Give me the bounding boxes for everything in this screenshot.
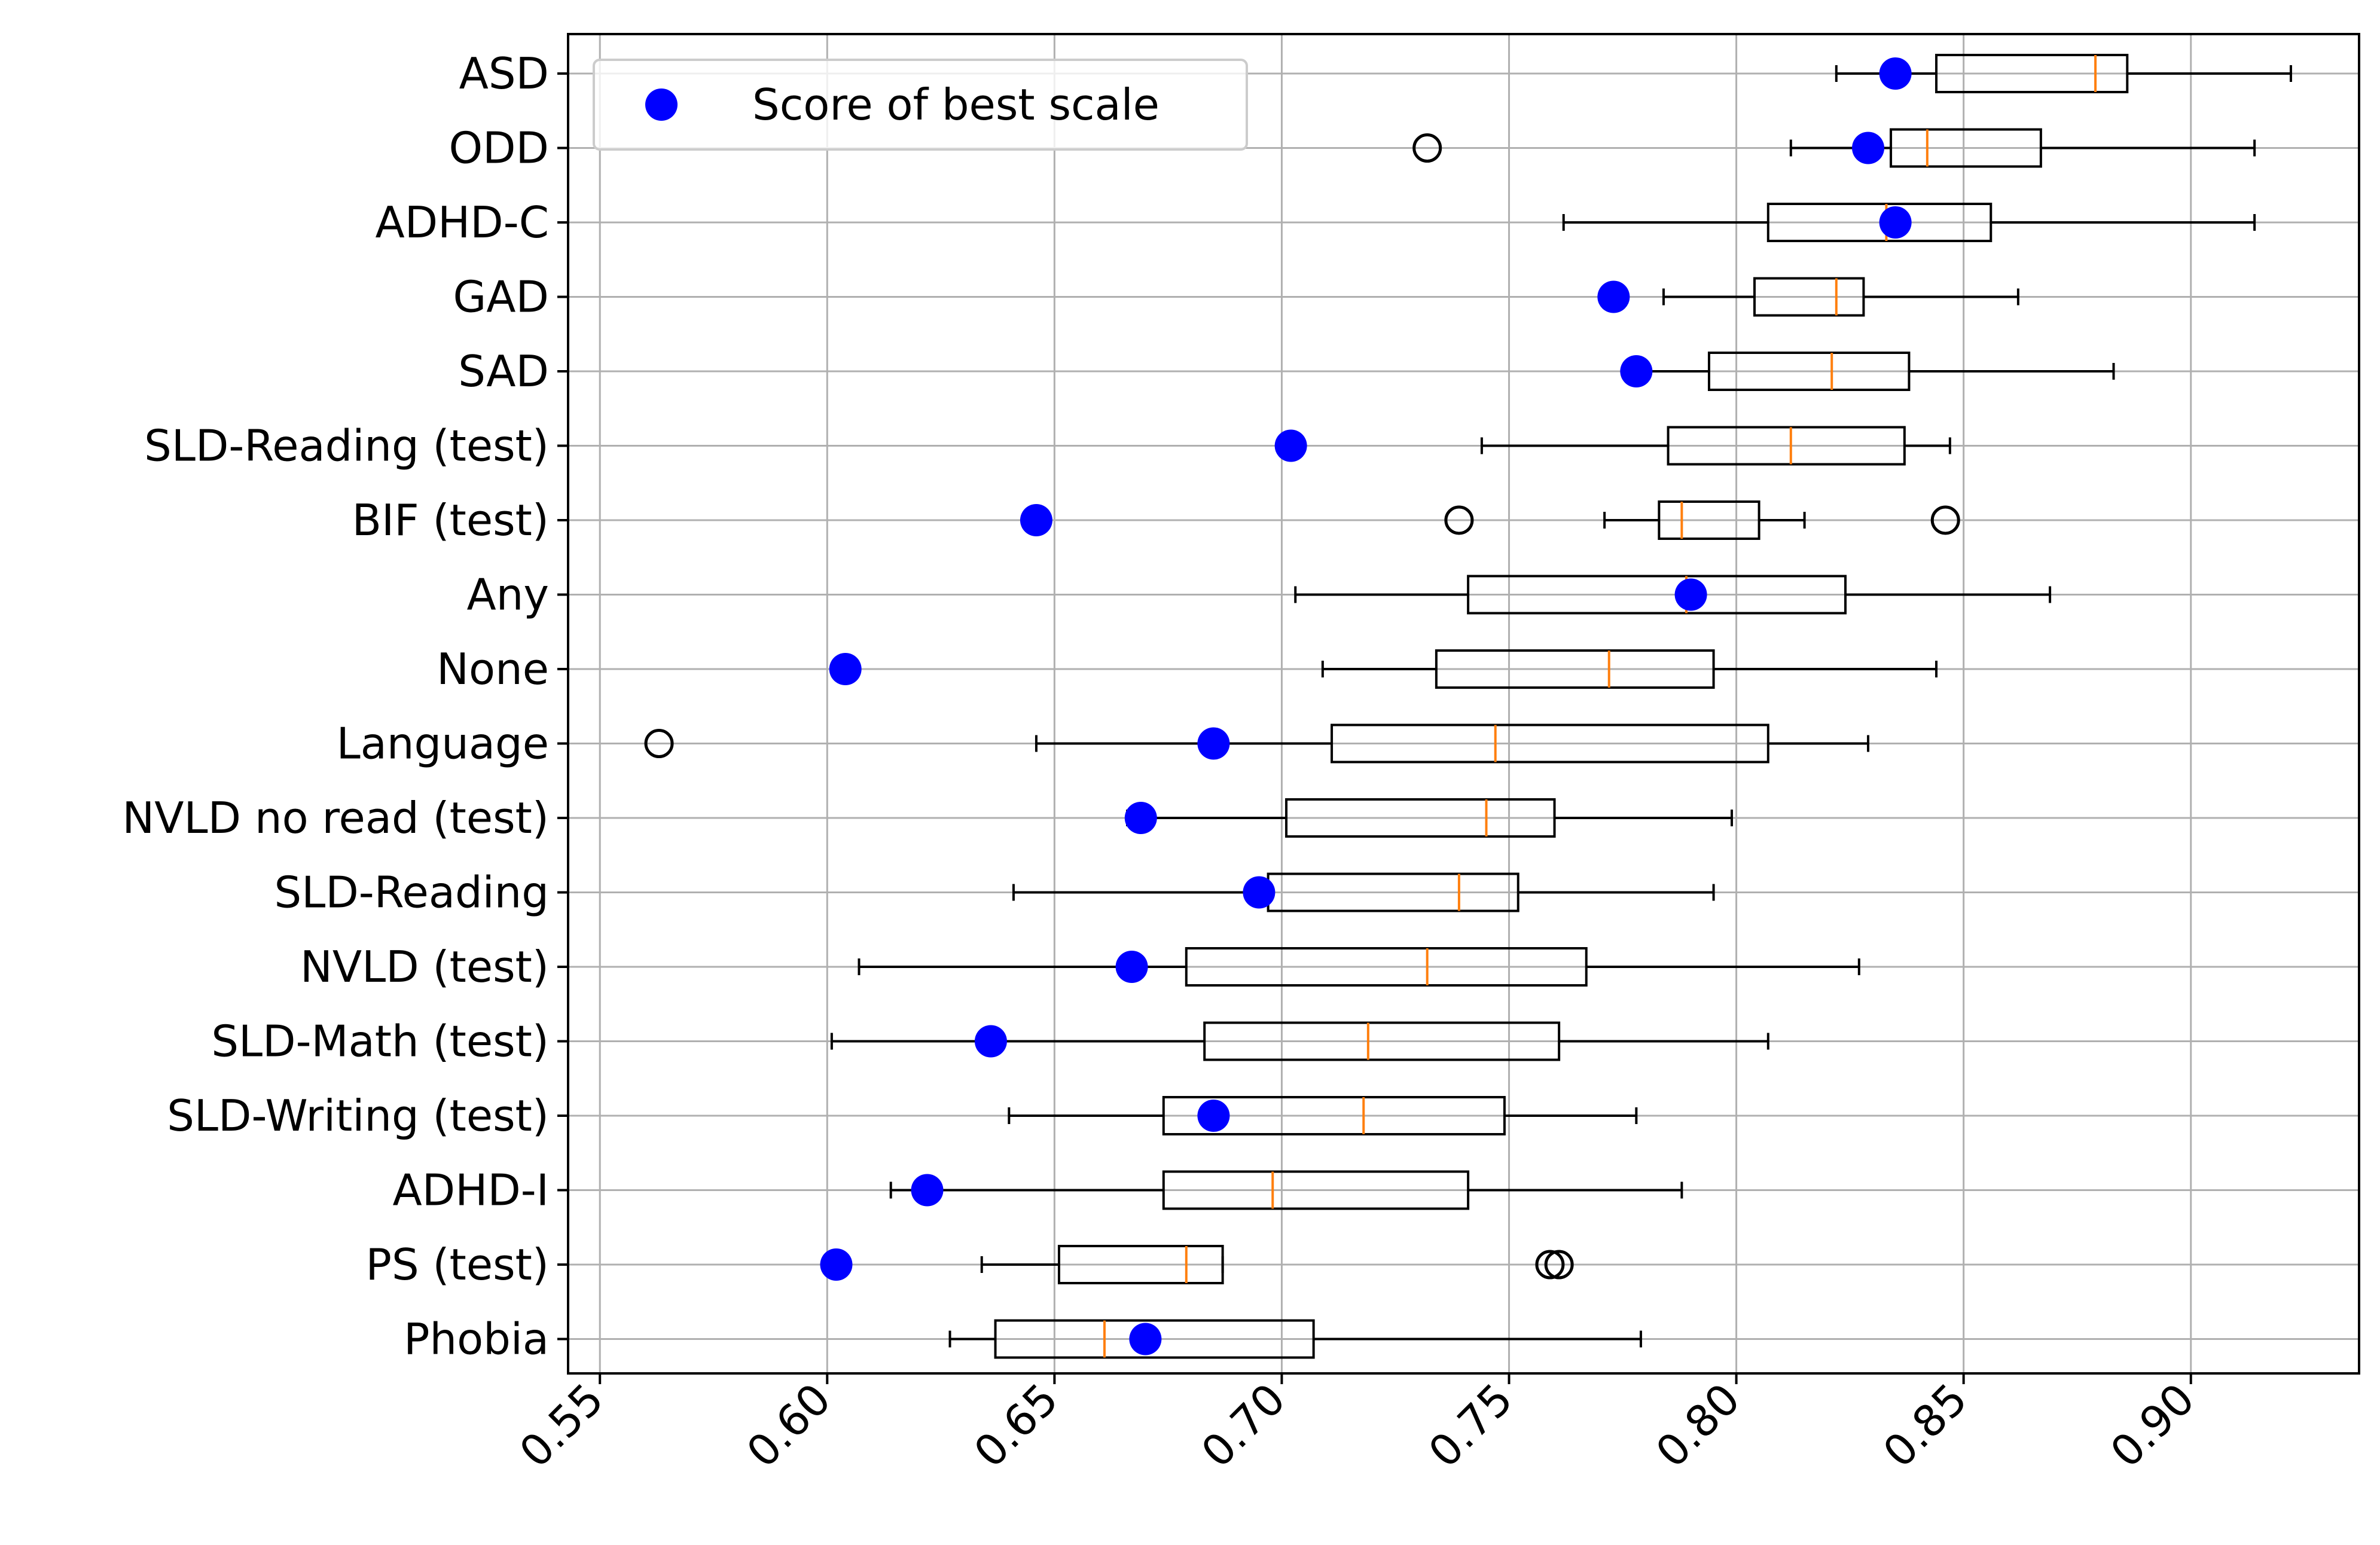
y-tick-label: ODD	[448, 123, 549, 173]
legend-frame	[593, 59, 1248, 151]
box-ps-test-	[980, 1245, 1574, 1284]
outlier-point	[1544, 1250, 1574, 1280]
grid	[568, 34, 2359, 1373]
iqr-box	[1435, 649, 1715, 689]
box-odd	[1412, 128, 2256, 168]
best-scale-points	[820, 57, 1912, 1355]
y-tick-label: ADHD-I	[393, 1165, 550, 1216]
legend-label: Score of best scale	[752, 80, 1160, 130]
y-tick-label: SLD-Reading	[274, 868, 550, 918]
box-none	[1321, 649, 1938, 689]
iqr-box	[1890, 128, 2042, 168]
y-tick-label: SLD-Reading (test)	[144, 421, 549, 471]
y-tick-label: ADHD-C	[375, 197, 549, 248]
outlier-point	[1535, 1250, 1565, 1280]
best-scale-point	[974, 1025, 1007, 1058]
y-tick-label: NVLD (test)	[300, 942, 549, 992]
iqr-box	[1162, 1170, 1470, 1210]
best-scale-point	[820, 1248, 853, 1281]
best-scale-point	[1852, 132, 1885, 164]
plot-frame	[567, 33, 2360, 1375]
box-bif-test-	[1444, 500, 1960, 540]
y-tick-label: SAD	[458, 346, 549, 396]
best-scale-point	[1197, 1100, 1230, 1132]
iqr-box	[1935, 54, 2129, 93]
box-sad	[1644, 352, 2115, 391]
iqr-box	[1331, 723, 1769, 764]
box-language	[644, 723, 1870, 764]
box-sld-reading	[1012, 872, 1715, 912]
iqr-box	[1766, 203, 1993, 242]
outlier-point	[644, 729, 674, 758]
y-tick-label: ASD	[459, 48, 549, 99]
best-scale-point	[1274, 429, 1307, 462]
iqr-box	[1658, 500, 1760, 540]
best-scale-point	[1243, 876, 1276, 909]
box-sld-math-test-	[830, 1021, 1769, 1061]
y-tick-label: None	[437, 644, 549, 694]
iqr-box	[1707, 352, 1911, 391]
best-scale-point	[911, 1174, 944, 1207]
box-any	[1294, 575, 2052, 615]
y-tick-label: BIF (test)	[352, 495, 549, 545]
iqr-box	[1057, 1245, 1224, 1284]
box-gad	[1662, 277, 2019, 317]
iqr-box	[1667, 426, 1906, 466]
iqr-box	[1203, 1021, 1561, 1061]
y-tick-label: Any	[467, 570, 550, 620]
y-tick-label: NVLD no read (test)	[122, 793, 549, 843]
outlier-point	[1930, 505, 1960, 535]
outlier-point	[1444, 505, 1474, 535]
best-scale-point	[829, 653, 862, 685]
box-sld-writing-test-	[1008, 1096, 1638, 1135]
iqr-box	[1467, 575, 1847, 615]
iqr-box	[1162, 1096, 1506, 1135]
best-scale-point	[1620, 355, 1653, 387]
box-sld-reading-test-	[1480, 426, 1951, 466]
iqr-box	[1185, 947, 1588, 987]
iqr-box	[1285, 798, 1556, 838]
best-scale-point	[1674, 578, 1707, 611]
outlier-point	[1412, 133, 1442, 163]
y-tick-label: GAD	[453, 272, 550, 322]
best-scale-point	[1597, 280, 1630, 313]
y-tick-label: Language	[337, 719, 549, 769]
legend-marker	[645, 88, 678, 121]
iqr-box	[1753, 277, 1865, 317]
best-scale-point	[1879, 206, 1912, 239]
best-scale-point	[1879, 57, 1912, 90]
y-tick-label: PS (test)	[366, 1239, 549, 1290]
iqr-box	[994, 1319, 1315, 1359]
best-scale-point	[1115, 951, 1148, 983]
y-tick-label: SLD-Math (test)	[211, 1016, 549, 1067]
legend: Score of best scale	[593, 59, 1248, 151]
y-tick-label: Phobia	[404, 1314, 549, 1364]
best-scale-point	[1197, 727, 1230, 760]
box-phobia	[948, 1319, 1642, 1359]
best-scale-point	[1124, 802, 1157, 834]
best-scale-point	[1129, 1323, 1162, 1355]
best-scale-point	[1020, 504, 1052, 536]
y-tick-label: SLD-Writing (test)	[167, 1091, 549, 1141]
